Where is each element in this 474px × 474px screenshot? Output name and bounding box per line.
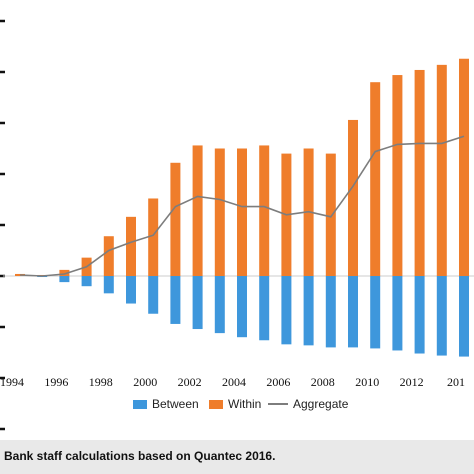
legend-item-between: Between: [133, 395, 199, 413]
x-tick-label: 1996: [44, 375, 68, 389]
bar-between: [237, 276, 247, 338]
x-tick-label: 2006: [266, 375, 290, 389]
bar-within: [414, 69, 425, 277]
bar-between: [170, 276, 181, 324]
bar-between: [459, 276, 469, 357]
bar-within: [170, 162, 181, 276]
legend-label-between: Between: [152, 397, 199, 411]
bar-within: [59, 269, 70, 276]
legend-swatch-within: [209, 399, 223, 409]
x-tick-label: 2012: [400, 375, 424, 389]
bar-between: [370, 276, 381, 349]
x-tick-label: 2008: [311, 375, 335, 389]
bar-between: [192, 276, 203, 330]
legend-label-aggregate: Aggregate: [293, 397, 349, 411]
aggregate-line-group: [19, 135, 465, 277]
bar-within: [192, 145, 203, 276]
bar-between: [126, 276, 136, 304]
bar-between: [348, 276, 358, 348]
x-tick-label: 201: [447, 375, 465, 389]
bar-between: [81, 276, 92, 287]
bar-within: [436, 64, 447, 276]
bar-within: [259, 145, 270, 276]
bar-between: [325, 276, 336, 348]
bar-within: [370, 82, 381, 276]
x-tick-label: 1998: [89, 375, 113, 389]
legend-swatch-between: [133, 399, 147, 409]
bar-within: [348, 119, 358, 276]
source-bar: Bank staff calculations based on Quantec…: [0, 440, 474, 474]
bar-within: [103, 236, 114, 276]
bar-between: [392, 276, 403, 351]
bars-group: [15, 58, 469, 357]
legend-label-within: Within: [228, 397, 262, 411]
x-tick-label: 2002: [178, 375, 202, 389]
x-axis-labels: 1994 1996 1998 2000 2002 2004 2006 2008 2010 2012…: [0, 375, 465, 389]
bar-between: [436, 276, 447, 356]
bar-within: [392, 75, 403, 276]
bar-between: [214, 276, 225, 334]
y-axis-ticks: [0, 19, 5, 431]
bar-between: [303, 276, 314, 346]
bar-between: [59, 276, 70, 283]
bar-between: [148, 276, 159, 314]
bar-between: [103, 276, 114, 294]
x-tick-label: 1994: [0, 375, 24, 389]
x-tick-label: 2000: [133, 375, 157, 389]
bar-within: [459, 58, 469, 276]
legend: Between Within Aggregate: [0, 395, 474, 413]
bar-within: [126, 216, 136, 276]
bar-within: [325, 153, 336, 276]
bar-within: [148, 198, 159, 276]
bar-between: [281, 276, 292, 345]
bar-within: [214, 148, 225, 276]
x-tick-label: 2010: [355, 375, 379, 389]
bar-within: [237, 148, 247, 276]
source-note: Bank staff calculations based on Quantec…: [4, 449, 276, 463]
legend-swatch-aggregate: [268, 403, 288, 405]
bar-between: [259, 276, 270, 341]
legend-item-within: Within: [209, 395, 261, 413]
bar-between: [414, 276, 425, 354]
x-tick-label: 2004: [222, 375, 246, 389]
legend-item-aggregate: Aggregate: [268, 395, 348, 413]
